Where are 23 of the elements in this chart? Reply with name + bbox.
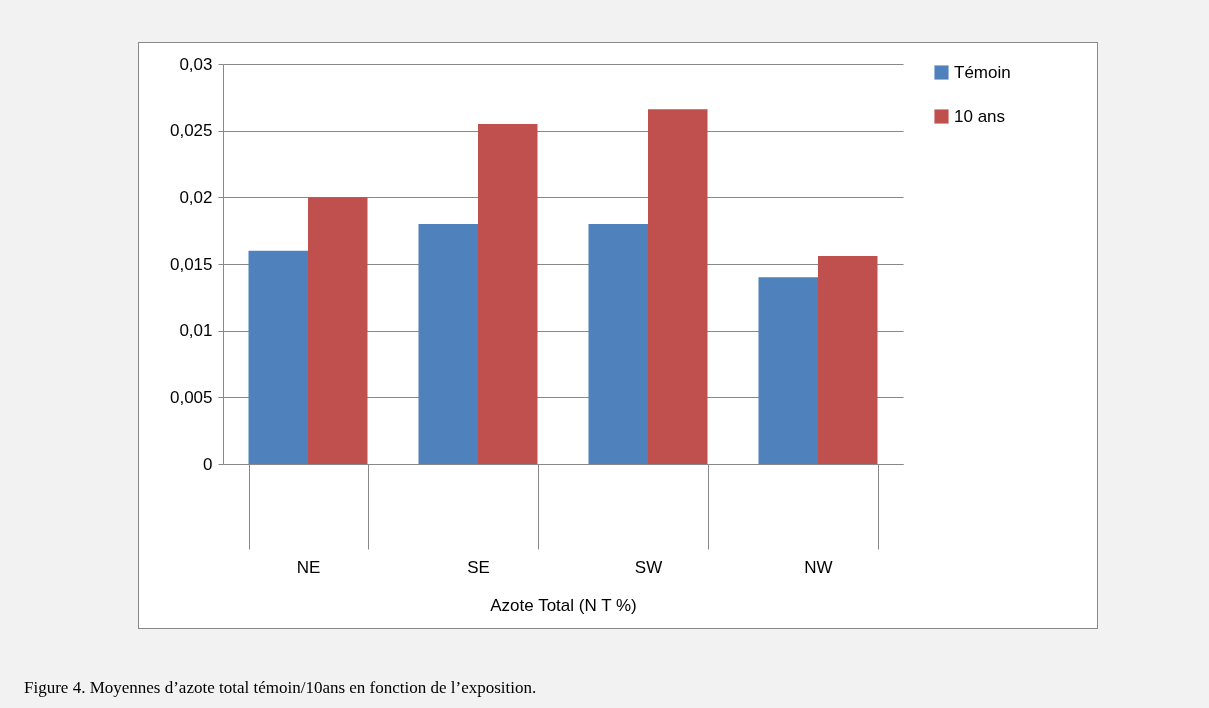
legend-label: Témoin — [954, 62, 1011, 82]
bar — [758, 277, 818, 464]
caption: Figure 4. Moyennes d’azote total témoin/10ans en fonction de l’exposition. — [24, 678, 537, 698]
y-tick-label: 0,015 — [169, 254, 213, 274]
bar — [308, 197, 368, 464]
y-tick-label: 0,005 — [169, 387, 213, 407]
y-tick-label: 0 — [203, 454, 213, 474]
x-tick-label: SE — [467, 557, 490, 577]
bar — [248, 250, 308, 464]
bar — [418, 224, 478, 464]
y-tick-label: 0,02 — [179, 187, 213, 207]
y-tick-label: 0,025 — [169, 121, 213, 141]
bar — [648, 109, 708, 464]
x-tick-label: NE — [296, 557, 321, 577]
bar — [588, 224, 648, 464]
x-axis-title: Azote Total (N T %) — [490, 595, 637, 615]
y-tick-label: 0,03 — [179, 54, 213, 74]
x-tick-label: SW — [634, 557, 663, 577]
y-tick-label: 0,01 — [179, 321, 213, 341]
legend-label: 10 ans — [954, 106, 1006, 126]
bar — [818, 256, 878, 464]
bar — [478, 124, 538, 464]
x-tick-label: NW — [804, 557, 833, 577]
